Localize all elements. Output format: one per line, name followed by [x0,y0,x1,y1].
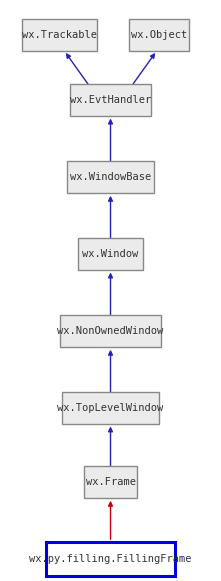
Bar [22,19,97,51]
Bar [84,466,137,498]
Bar [60,315,161,347]
Text: wx.py.filling.FillingFrame: wx.py.filling.FillingFrame [29,554,192,564]
Bar [46,542,175,576]
Text: wx.Frame: wx.Frame [86,477,135,487]
Bar [62,392,159,424]
Text: wx.NonOwnedWindow: wx.NonOwnedWindow [57,326,164,336]
Text: wx.EvtHandler: wx.EvtHandler [70,95,151,105]
Bar [67,161,154,193]
Text: wx.TopLevelWindow: wx.TopLevelWindow [57,403,164,413]
Bar [78,238,143,270]
Bar [70,84,151,116]
Text: wx.Trackable: wx.Trackable [22,30,97,40]
Bar [129,19,189,51]
Text: wx.WindowBase: wx.WindowBase [70,172,151,182]
Text: wx.Window: wx.Window [82,249,139,259]
Text: wx.Object: wx.Object [131,30,187,40]
